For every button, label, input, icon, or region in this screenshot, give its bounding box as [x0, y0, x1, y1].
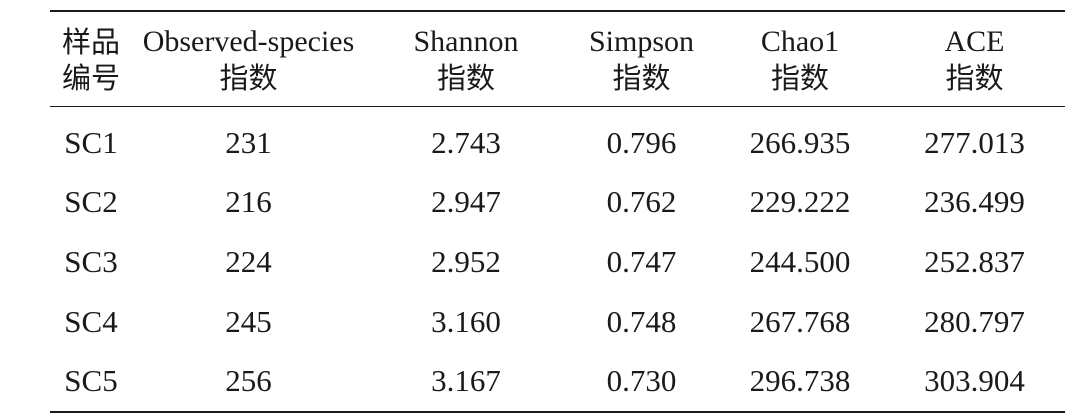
cell-observed-species: 216 — [225, 184, 272, 220]
table-body: SC1 231 2.743 0.796 266.935 277.013 SC2 … — [50, 107, 1065, 412]
header-label-line2: 指数 — [436, 61, 495, 95]
header-label-line1: 样品 — [61, 25, 120, 59]
header-observed-species: Observed-species 指数 — [132, 11, 365, 107]
cell-shannon: 2.743 — [431, 124, 501, 160]
cell-sample-id: SC1 — [64, 124, 118, 160]
cell-observed-species: 256 — [225, 363, 272, 399]
cell-shannon: 3.167 — [431, 363, 501, 399]
cell-shannon: 3.160 — [431, 303, 501, 339]
table-row: SC2 216 2.947 0.762 229.222 236.499 — [50, 173, 1065, 233]
table-header: 样品 编号 Observed-species 指数 Shannon 指数 Sim… — [50, 11, 1065, 107]
header-label-line2: 指数 — [945, 61, 1004, 95]
header-label-line1: ACE — [944, 25, 1005, 58]
header-row: 样品 编号 Observed-species 指数 Shannon 指数 Sim… — [50, 11, 1065, 107]
cell-ace: 277.013 — [924, 124, 1025, 160]
cell-simpson: 0.748 — [606, 303, 677, 339]
alpha-diversity-table-container: 样品 编号 Observed-species 指数 Shannon 指数 Sim… — [50, 10, 1065, 413]
header-label-line2: 编号 — [61, 61, 120, 95]
header-chao1: Chao1 指数 — [716, 11, 884, 107]
cell-simpson: 0.796 — [606, 124, 677, 160]
cell-sample-id: SC2 — [64, 184, 118, 220]
header-simpson: Simpson 指数 — [567, 11, 716, 107]
cell-simpson: 0.762 — [606, 184, 677, 220]
header-label-line1: Observed-species — [142, 25, 355, 58]
alpha-diversity-table: 样品 编号 Observed-species 指数 Shannon 指数 Sim… — [50, 10, 1065, 413]
cell-ace: 280.797 — [924, 303, 1025, 339]
cell-ace: 236.499 — [924, 184, 1025, 220]
cell-chao1: 244.500 — [749, 243, 851, 279]
cell-ace: 252.837 — [924, 243, 1025, 279]
cell-observed-species: 231 — [225, 124, 272, 160]
header-label-line1: Chao1 — [760, 25, 840, 58]
header-sample-id: 样品 编号 — [50, 11, 132, 107]
header-label-line2: 指数 — [770, 61, 829, 95]
cell-observed-species: 245 — [225, 303, 272, 339]
header-label-line1: Shannon — [413, 25, 519, 58]
cell-sample-id: SC4 — [64, 303, 118, 339]
table-row: SC3 224 2.952 0.747 244.500 252.837 — [50, 232, 1065, 292]
cell-chao1: 229.222 — [749, 184, 851, 220]
table-row: SC4 245 3.160 0.748 267.768 280.797 — [50, 292, 1065, 352]
cell-chao1: 267.768 — [749, 303, 851, 339]
cell-observed-species: 224 — [225, 243, 272, 279]
cell-simpson: 0.747 — [606, 243, 677, 279]
table-row: SC1 231 2.743 0.796 266.935 277.013 — [50, 107, 1065, 173]
cell-ace: 303.904 — [924, 363, 1025, 399]
cell-sample-id: SC5 — [64, 363, 118, 399]
cell-chao1: 266.935 — [749, 124, 851, 160]
cell-shannon: 2.952 — [431, 243, 501, 279]
header-label-line1: Simpson — [588, 25, 695, 58]
cell-chao1: 296.738 — [749, 363, 851, 399]
cell-sample-id: SC3 — [64, 243, 118, 279]
header-ace: ACE 指数 — [884, 11, 1065, 107]
header-label-line2: 指数 — [612, 61, 671, 95]
table-row: SC5 256 3.167 0.730 296.738 303.904 — [50, 351, 1065, 412]
header-shannon: Shannon 指数 — [365, 11, 567, 107]
cell-simpson: 0.730 — [606, 363, 677, 399]
cell-shannon: 2.947 — [431, 184, 501, 220]
header-label-line2: 指数 — [219, 61, 278, 95]
